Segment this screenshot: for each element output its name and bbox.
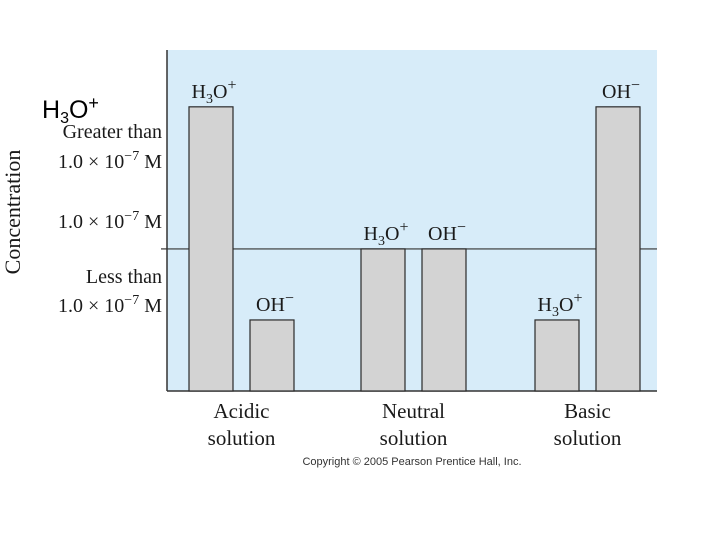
category-label-0-line1: Acidic <box>214 399 270 423</box>
bar-label-hydroxide-2: OH− <box>602 77 640 103</box>
y-axis-title: Concentration <box>0 150 25 275</box>
copyright-notice: Copyright © 2005 Pearson Prentice Hall, … <box>302 456 522 468</box>
bar-label-hydronium-1: H3O+ <box>364 219 409 249</box>
category-label-2-line2: solution <box>554 426 622 450</box>
bar-hydronium-2 <box>534 319 580 392</box>
category-label-1-line1: Neutral <box>382 399 445 423</box>
category-label-0-line2: solution <box>208 426 276 450</box>
bar-hydroxide-2 <box>595 106 641 392</box>
category-label-2-line1: Basic <box>564 399 611 423</box>
y-level-label-greater-value: 1.0 × 10−7 M <box>58 149 162 173</box>
y-level-label-less-heading: Less than <box>86 266 162 288</box>
bar-label-hydronium-2: H3O+ <box>538 290 583 320</box>
bar-label-hydroxide-1: OH− <box>428 219 466 245</box>
y-level-label-equal-value: 1.0 × 10−7 M <box>58 209 162 233</box>
category-label-1-line2: solution <box>380 426 448 450</box>
y-level-label-less-value: 1.0 × 10−7 M <box>58 293 162 317</box>
bar-hydronium-1 <box>360 248 406 392</box>
bar-hydroxide-0 <box>249 319 295 392</box>
overlay-formula-label: H3O+ <box>42 93 99 127</box>
bar-hydronium-0 <box>188 106 234 392</box>
y-level-label-greater-heading: Greater than <box>63 121 162 143</box>
bar-hydroxide-1 <box>421 248 467 392</box>
bar-label-hydronium-0: H3O+ <box>192 77 237 107</box>
plot-background <box>167 50 657 391</box>
bar-label-hydroxide-0: OH− <box>256 290 294 316</box>
